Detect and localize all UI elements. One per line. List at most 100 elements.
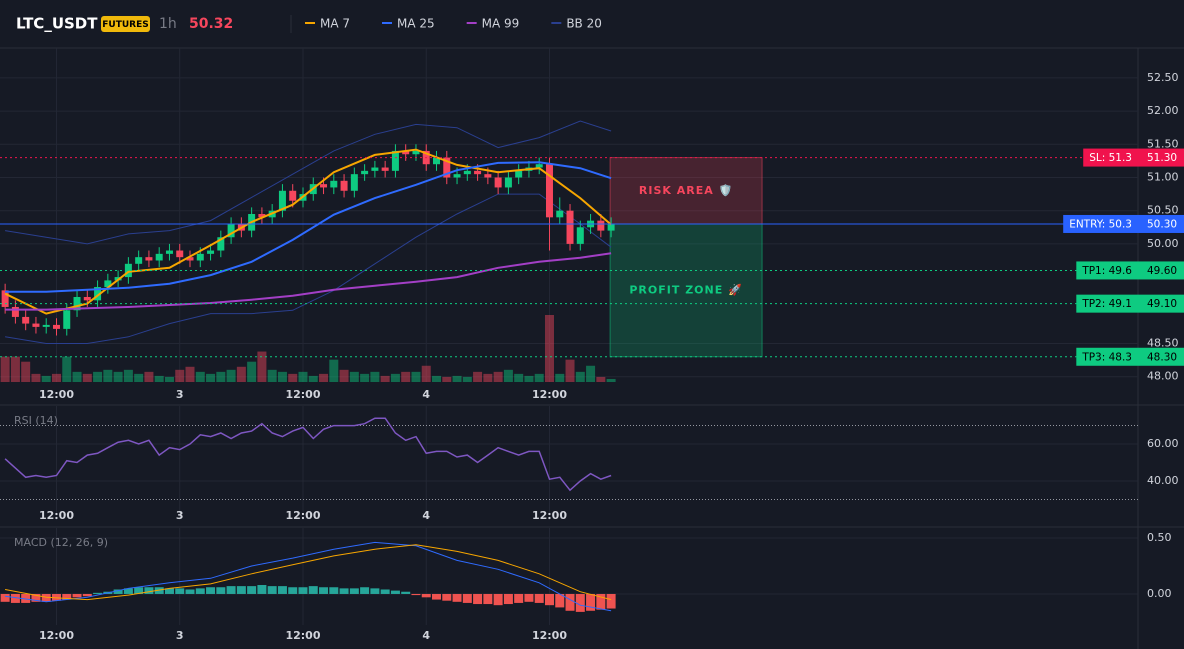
- candle-body: [433, 157, 441, 165]
- candle-body: [597, 220, 605, 231]
- volume-bar: [555, 373, 565, 382]
- histogram-bar: [473, 593, 483, 605]
- candle-body: [371, 167, 379, 171]
- x-tick-label: 12:00: [285, 509, 320, 522]
- volume-bar: [154, 375, 164, 382]
- badge: FUTURES: [102, 20, 148, 30]
- volume-bar: [257, 351, 267, 382]
- y-tick-label: 48.00: [1147, 370, 1179, 383]
- histogram-bar: [41, 593, 51, 602]
- candle-body: [42, 324, 50, 327]
- volume-bar: [236, 366, 246, 382]
- histogram-bar: [277, 586, 287, 594]
- volume-bar: [370, 371, 380, 382]
- zone-label: PROFIT ZONE 🚀: [629, 283, 742, 296]
- legend-label: MA 99: [482, 17, 520, 31]
- histogram-bar: [411, 593, 421, 596]
- candle-body: [258, 214, 266, 218]
- volume-bar: [185, 366, 195, 382]
- y-tick-label: 0.00: [1147, 587, 1172, 600]
- histogram-bar: [380, 589, 390, 594]
- histogram-bar: [21, 593, 31, 603]
- candle-body: [576, 227, 584, 244]
- pane-title: MACD (12, 26, 9): [14, 536, 108, 549]
- histogram-bar: [175, 588, 185, 594]
- volume-bar: [493, 371, 503, 382]
- histogram-bar: [154, 587, 164, 594]
- candle-body: [145, 257, 153, 261]
- y-tick-label: 50.50: [1147, 204, 1179, 217]
- histogram-bar: [93, 592, 103, 594]
- legend-label: MA 25: [397, 17, 435, 31]
- volume-bar: [349, 371, 359, 382]
- symbol: LTC_USDT: [16, 15, 98, 33]
- volume-bar: [462, 376, 472, 382]
- histogram-bar: [596, 593, 606, 610]
- y-tick-label: 51.00: [1147, 170, 1179, 183]
- level-name: TP2: 49.1: [1081, 298, 1132, 310]
- volume-bar: [596, 376, 606, 382]
- volume-bar: [452, 375, 462, 382]
- candle-body: [381, 167, 389, 171]
- volume-bar: [565, 359, 575, 382]
- volume-bar: [267, 369, 277, 382]
- candle-body: [443, 157, 451, 178]
- rsi-line: [4, 417, 612, 492]
- level-tag: [1076, 347, 1184, 366]
- histogram-bar: [62, 593, 72, 600]
- interval: 1h: [159, 16, 177, 32]
- histogram-bar: [586, 593, 596, 611]
- x-tick-label: 3: [176, 509, 184, 522]
- histogram-bar: [401, 591, 411, 594]
- volume-bar: [123, 369, 133, 382]
- y-tick-label: 52.00: [1147, 104, 1179, 117]
- volume-bar: [82, 373, 92, 382]
- y-tick-label: 50.00: [1147, 237, 1179, 250]
- level-tag: [1083, 148, 1184, 167]
- x-tick-label: 4: [422, 629, 430, 642]
- histogram-bar: [134, 587, 144, 594]
- candle-body: [340, 180, 348, 191]
- volume-bar: [514, 373, 524, 382]
- histogram-bar: [164, 588, 174, 594]
- histogram-bar: [452, 593, 462, 602]
- histogram-bar: [483, 593, 493, 605]
- volume-bar: [411, 371, 421, 382]
- x-tick-label: 12:00: [532, 629, 567, 642]
- volume-bar: [72, 371, 82, 382]
- volume-bar: [226, 369, 236, 382]
- x-tick-label: 3: [176, 388, 184, 401]
- volume-bar: [575, 371, 585, 382]
- histogram-bar: [206, 587, 216, 594]
- volume-bar: [483, 373, 493, 382]
- histogram-bar: [503, 593, 513, 605]
- level-label: 49.10: [1147, 298, 1177, 310]
- candle-body: [402, 150, 410, 155]
- volume-bar: [544, 315, 554, 382]
- volume-bar: [10, 356, 20, 382]
- histogram-bar: [308, 586, 318, 594]
- histogram-bar: [370, 588, 380, 594]
- histogram-bar: [0, 593, 10, 602]
- x-tick-label: 12:00: [39, 509, 74, 522]
- histogram-bar: [555, 593, 565, 608]
- histogram-bar: [565, 593, 575, 611]
- histogram-bar: [432, 593, 442, 600]
- volume-bar: [41, 375, 51, 382]
- x-tick-label: 12:00: [532, 509, 567, 522]
- candle-body: [165, 250, 173, 254]
- volume-bar: [0, 356, 10, 382]
- candle-body: [94, 287, 102, 301]
- level-name: TP1: 49.6: [1081, 265, 1132, 277]
- histogram-bar: [144, 587, 154, 594]
- histogram-bar: [298, 587, 308, 594]
- level-label: 49.60: [1147, 265, 1177, 277]
- macd-line: [5, 541, 612, 612]
- candle-body: [556, 210, 564, 218]
- histogram-bar: [534, 593, 544, 603]
- volume-bar: [51, 373, 61, 382]
- candle-body: [463, 170, 471, 175]
- candle-body: [207, 250, 215, 254]
- x-tick-label: 12:00: [39, 629, 74, 642]
- level-label: 50.30: [1147, 218, 1177, 230]
